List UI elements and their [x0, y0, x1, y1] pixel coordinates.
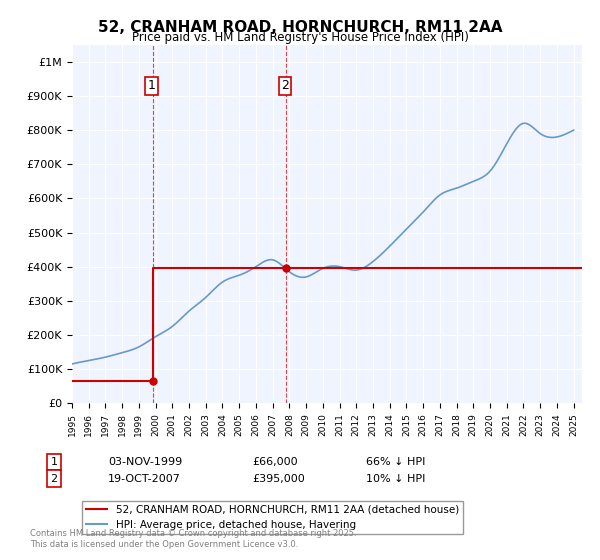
Text: 2: 2 — [281, 79, 289, 92]
Text: Contains HM Land Registry data © Crown copyright and database right 2025.
This d: Contains HM Land Registry data © Crown c… — [30, 529, 356, 549]
Text: £395,000: £395,000 — [252, 474, 305, 484]
Text: 19-OCT-2007: 19-OCT-2007 — [108, 474, 181, 484]
Text: 66% ↓ HPI: 66% ↓ HPI — [366, 457, 425, 467]
Text: 1: 1 — [148, 79, 156, 92]
Legend: 52, CRANHAM ROAD, HORNCHURCH, RM11 2AA (detached house), HPI: Average price, det: 52, CRANHAM ROAD, HORNCHURCH, RM11 2AA (… — [82, 501, 463, 534]
Text: 10% ↓ HPI: 10% ↓ HPI — [366, 474, 425, 484]
Text: 03-NOV-1999: 03-NOV-1999 — [108, 457, 182, 467]
Text: 1: 1 — [50, 457, 58, 467]
Text: 52, CRANHAM ROAD, HORNCHURCH, RM11 2AA: 52, CRANHAM ROAD, HORNCHURCH, RM11 2AA — [98, 20, 502, 35]
Text: £66,000: £66,000 — [252, 457, 298, 467]
Text: 2: 2 — [50, 474, 58, 484]
Text: Price paid vs. HM Land Registry's House Price Index (HPI): Price paid vs. HM Land Registry's House … — [131, 31, 469, 44]
